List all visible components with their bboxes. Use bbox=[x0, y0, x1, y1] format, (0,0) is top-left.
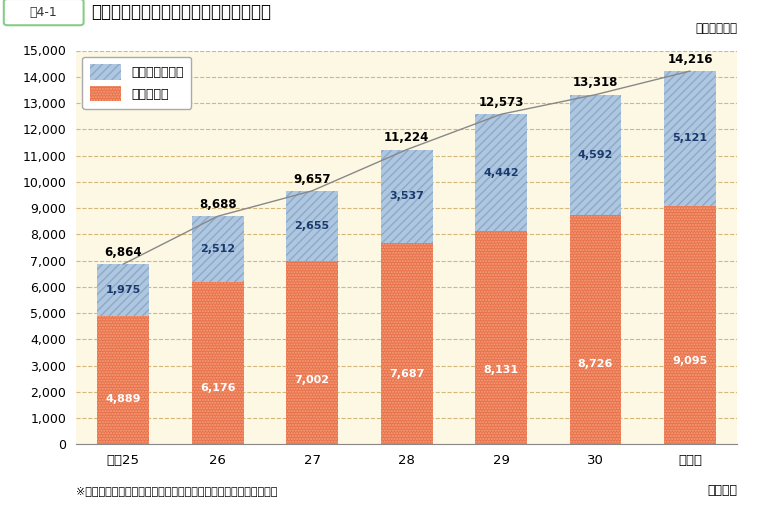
Legend: フルタイム勤務, 短時間勤務: フルタイム勤務, 短時間勤務 bbox=[82, 57, 191, 109]
Text: 围4-1: 围4-1 bbox=[30, 6, 57, 19]
Text: 1,975: 1,975 bbox=[106, 285, 141, 295]
Text: ※令和元年度の数値は、令和元年５月現在の値で、予定者を含む。: ※令和元年度の数値は、令和元年５月現在の値で、予定者を含む。 bbox=[76, 486, 277, 496]
Bar bbox=[475, 114, 527, 231]
Text: 3,537: 3,537 bbox=[389, 191, 424, 201]
Text: 4,592: 4,592 bbox=[578, 150, 613, 160]
Text: 8,726: 8,726 bbox=[578, 359, 613, 369]
Bar bbox=[97, 316, 149, 444]
Bar bbox=[664, 71, 716, 206]
Text: 6,864: 6,864 bbox=[104, 246, 142, 259]
Text: 6,176: 6,176 bbox=[200, 383, 236, 392]
Bar bbox=[287, 191, 338, 261]
Bar bbox=[287, 261, 338, 444]
Text: 12,573: 12,573 bbox=[478, 96, 524, 109]
Bar bbox=[192, 282, 244, 444]
Text: 11,224: 11,224 bbox=[384, 131, 429, 144]
Bar bbox=[664, 206, 716, 444]
Text: 2,655: 2,655 bbox=[295, 221, 330, 231]
Text: 9,095: 9,095 bbox=[673, 356, 708, 366]
Text: 8,131: 8,131 bbox=[483, 365, 518, 375]
Text: 2,512: 2,512 bbox=[200, 244, 236, 254]
Text: 7,687: 7,687 bbox=[389, 369, 424, 379]
Bar bbox=[97, 264, 149, 316]
Bar bbox=[475, 231, 527, 444]
Text: 7,002: 7,002 bbox=[295, 375, 330, 385]
Bar bbox=[569, 215, 622, 444]
Bar bbox=[381, 242, 432, 444]
Text: （単位：人）: （単位：人） bbox=[695, 22, 737, 35]
Text: 5,121: 5,121 bbox=[673, 133, 708, 143]
Bar bbox=[569, 94, 622, 215]
Bar bbox=[192, 216, 244, 282]
Text: 14,216: 14,216 bbox=[667, 53, 713, 66]
Text: 年度別再任用職員数（給与法適用職員）: 年度別再任用職員数（給与法適用職員） bbox=[91, 3, 271, 21]
Bar bbox=[381, 149, 432, 242]
Text: 4,889: 4,889 bbox=[106, 394, 141, 405]
Text: （年度）: （年度） bbox=[708, 484, 737, 497]
Text: 13,318: 13,318 bbox=[573, 76, 618, 89]
Text: 9,657: 9,657 bbox=[293, 173, 331, 185]
Text: 4,442: 4,442 bbox=[483, 168, 519, 178]
Text: 8,688: 8,688 bbox=[199, 198, 236, 211]
